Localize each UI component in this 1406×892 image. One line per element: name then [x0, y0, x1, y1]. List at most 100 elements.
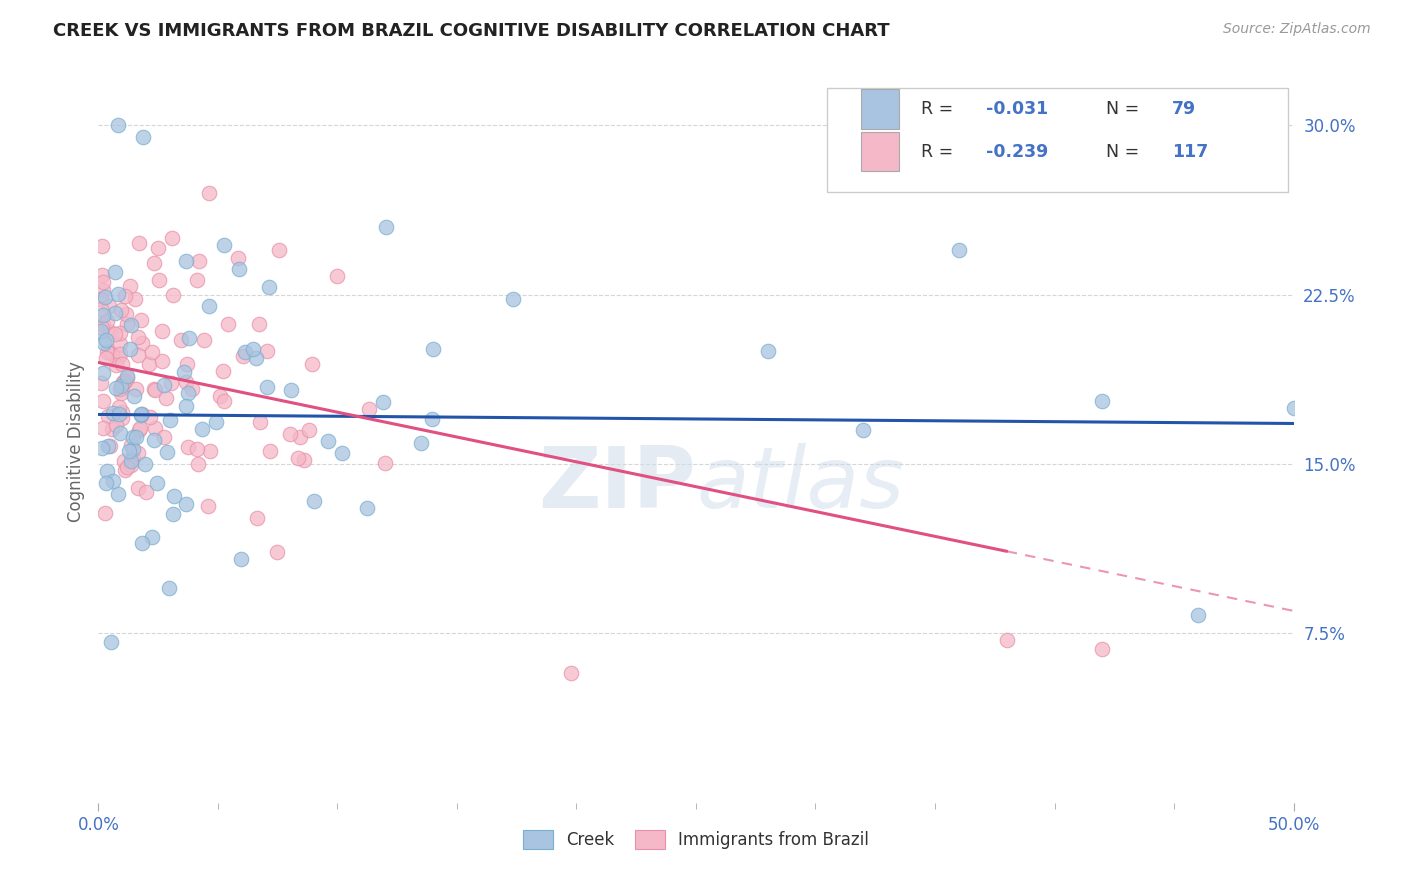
Point [1282, 401, 1305, 415]
Point [132, 129, 155, 144]
Point [131, 335, 153, 350]
Point [256, 379, 278, 393]
Point [145, 475, 167, 490]
Point [298, 423, 321, 437]
Text: Source: ZipAtlas.com: Source: ZipAtlas.com [1223, 22, 1371, 37]
Point [242, 343, 264, 357]
Point [128, 424, 150, 438]
Point [110, 302, 132, 317]
Point [100, 422, 122, 436]
Point [162, 507, 184, 521]
Bar [860, 132, 900, 171]
Point [409, 436, 432, 450]
Point [292, 453, 315, 467]
Point [124, 293, 146, 307]
Text: -0.239: -0.239 [987, 143, 1049, 161]
Point [91, 321, 114, 335]
Point [141, 345, 163, 359]
Point [187, 253, 209, 268]
Point [316, 434, 339, 448]
Text: atlas: atlas [696, 443, 904, 526]
Point [107, 118, 129, 132]
Point [97, 299, 120, 313]
Point [356, 501, 378, 516]
Point [104, 265, 127, 279]
Point [756, 344, 779, 359]
Point [326, 269, 349, 284]
Point [156, 444, 179, 458]
Point [852, 423, 875, 437]
Point [374, 456, 396, 470]
Point [142, 433, 165, 447]
Point [208, 389, 231, 403]
Point [97, 409, 120, 423]
Point [143, 383, 166, 397]
Point [114, 374, 136, 388]
Point [94, 506, 117, 520]
Point [422, 411, 444, 425]
Point [108, 407, 131, 421]
Point [112, 375, 135, 389]
Point [211, 364, 233, 378]
Point [101, 474, 124, 488]
Point [122, 430, 145, 444]
Point [146, 241, 169, 255]
Point [96, 345, 118, 359]
Point [257, 280, 280, 294]
Point [229, 552, 252, 566]
Point [129, 421, 152, 435]
Point [101, 347, 124, 361]
Point [110, 386, 132, 401]
Point [98, 439, 121, 453]
Point [107, 287, 129, 301]
Point [193, 333, 215, 347]
Point [139, 409, 162, 424]
Point [127, 348, 149, 362]
Point [174, 253, 197, 268]
Point [115, 370, 138, 384]
Point [90, 376, 112, 390]
Point [212, 394, 235, 409]
Point [301, 357, 323, 371]
Point [422, 342, 444, 356]
Point [108, 400, 131, 414]
Point [124, 382, 146, 396]
Text: N =: N = [1107, 100, 1144, 118]
Point [174, 400, 197, 414]
Point [157, 582, 180, 596]
Point [118, 278, 141, 293]
Point [155, 391, 177, 405]
Point [127, 330, 149, 344]
Point [104, 326, 127, 341]
Point [1091, 393, 1114, 408]
Point [128, 236, 150, 251]
Point [245, 351, 267, 365]
Point [187, 457, 209, 471]
Point [91, 275, 114, 289]
Text: CREEK VS IMMIGRANTS FROM BRAZIL COGNITIVE DISABILITY CORRELATION CHART: CREEK VS IMMIGRANTS FROM BRAZIL COGNITIV… [53, 22, 890, 40]
Point [122, 389, 145, 403]
Text: R =: R = [921, 100, 959, 118]
Point [280, 384, 302, 398]
Point [108, 382, 131, 396]
Point [287, 450, 309, 465]
Point [108, 346, 131, 360]
Point [302, 494, 325, 508]
Point [100, 635, 122, 649]
Point [98, 343, 121, 358]
Point [104, 418, 127, 433]
Point [560, 665, 582, 680]
Bar [860, 89, 900, 129]
Point [1187, 608, 1209, 623]
Point [948, 243, 970, 257]
Point [150, 354, 173, 368]
Point [115, 317, 138, 331]
Point [115, 368, 138, 383]
Point [359, 401, 381, 416]
Point [120, 453, 142, 467]
Point [91, 239, 114, 253]
Point [141, 530, 163, 544]
Text: 117: 117 [1171, 143, 1208, 161]
Point [90, 302, 112, 317]
Point [127, 481, 149, 495]
